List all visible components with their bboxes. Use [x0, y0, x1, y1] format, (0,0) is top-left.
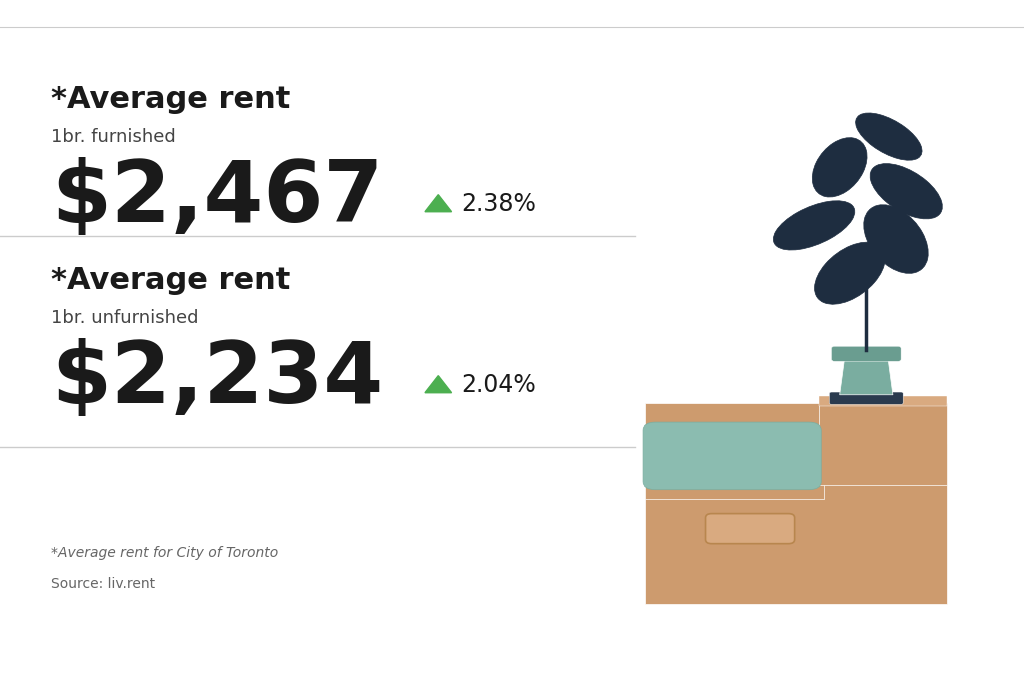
- Text: 2.38%: 2.38%: [461, 191, 536, 216]
- FancyBboxPatch shape: [643, 422, 821, 490]
- Text: 2.04%: 2.04%: [461, 372, 536, 397]
- Ellipse shape: [773, 201, 855, 250]
- Text: Source: liv.rent: Source: liv.rent: [51, 577, 156, 591]
- Text: 1br. unfurnished: 1br. unfurnished: [51, 309, 199, 326]
- Text: *Average rent for City of Toronto: *Average rent for City of Toronto: [51, 546, 279, 560]
- Text: $2,234: $2,234: [51, 337, 383, 421]
- FancyBboxPatch shape: [829, 392, 903, 404]
- Ellipse shape: [856, 113, 922, 161]
- Ellipse shape: [870, 164, 942, 219]
- Bar: [819, 396, 947, 406]
- Bar: [645, 435, 947, 447]
- Bar: [645, 444, 947, 604]
- Polygon shape: [425, 376, 452, 393]
- Ellipse shape: [864, 205, 928, 273]
- Bar: [645, 403, 824, 499]
- Ellipse shape: [814, 242, 886, 304]
- Text: *Average rent: *Average rent: [51, 266, 291, 294]
- Text: *Average rent: *Average rent: [51, 85, 291, 113]
- FancyBboxPatch shape: [706, 514, 795, 544]
- Bar: [819, 403, 947, 485]
- FancyBboxPatch shape: [831, 346, 901, 361]
- Ellipse shape: [812, 138, 867, 197]
- Text: $2,467: $2,467: [51, 156, 383, 240]
- Polygon shape: [425, 195, 452, 212]
- Polygon shape: [840, 357, 893, 395]
- Text: 1br. furnished: 1br. furnished: [51, 128, 176, 145]
